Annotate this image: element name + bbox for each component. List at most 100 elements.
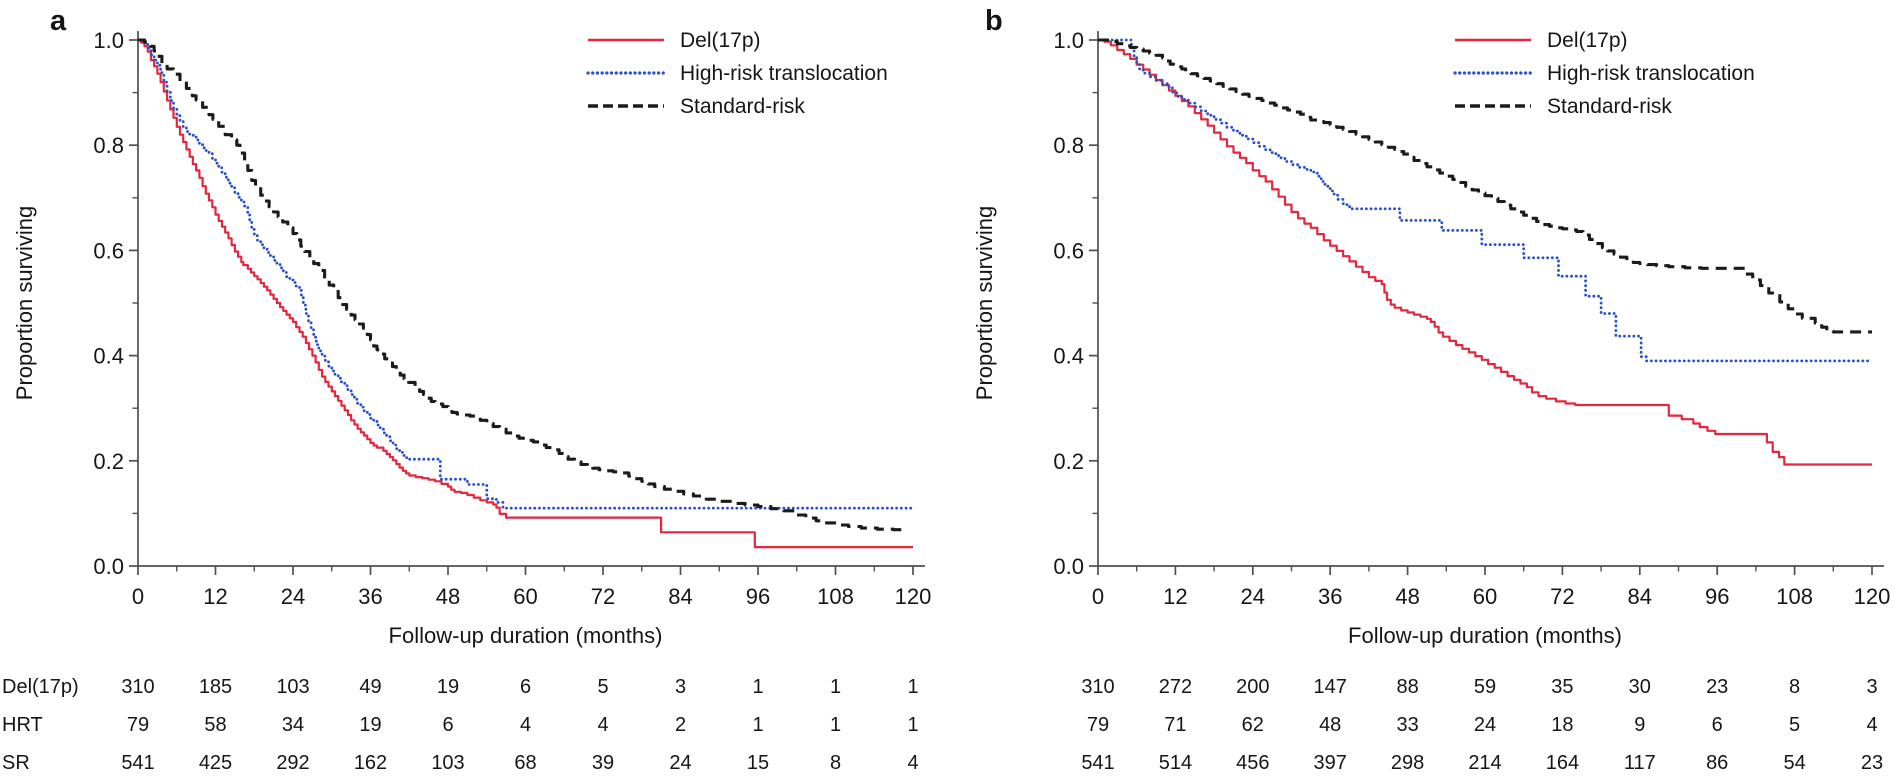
x-tick-label-a: 84 <box>668 584 692 609</box>
risk-count: 272 <box>1158 676 1193 698</box>
risk-count: 1 <box>907 676 919 698</box>
risk-count: 1 <box>907 714 919 736</box>
y-tick-label-b: 0.8 <box>1053 133 1084 158</box>
x-tick-label-b: 24 <box>1241 584 1265 609</box>
risk-count: 214 <box>1468 752 1502 774</box>
risk-count: 4 <box>907 752 919 774</box>
risk-count: 54 <box>1783 752 1806 774</box>
risk-count: 79 <box>126 714 150 736</box>
y-tick-label-b: 0.6 <box>1053 238 1084 263</box>
risk-count: 200 <box>1236 676 1270 698</box>
risk-count: 310 <box>1081 676 1115 698</box>
risk-count: 3 <box>674 676 687 698</box>
risk-count: 1 <box>752 714 764 736</box>
risk-count: 6 <box>442 714 454 736</box>
risk-count: 6 <box>1711 714 1723 736</box>
legend-label-a: Standard-risk <box>680 95 805 118</box>
axes-a <box>137 31 925 567</box>
risk-count: 425 <box>198 752 233 774</box>
risk-count: 39 <box>591 752 615 774</box>
x-tick-label-b: 36 <box>1318 584 1342 609</box>
risk-count: 2 <box>674 714 687 736</box>
x-tick-label-b: 120 <box>1854 584 1891 609</box>
risk-count: 185 <box>198 676 233 698</box>
risk-row-label: HRT <box>2 714 43 736</box>
risk-count: 456 <box>1236 752 1270 774</box>
risk-count: 48 <box>1319 714 1342 736</box>
axes-b <box>1097 31 1884 567</box>
curve-standard-risk-a <box>138 38 909 532</box>
risk-count: 397 <box>1313 752 1347 774</box>
curve-standard-risk-b <box>1098 38 1872 334</box>
y-tick-label-b: 0.2 <box>1053 449 1084 474</box>
risk-count: 58 <box>204 714 227 736</box>
y-axis-title-a: Proportion surviving <box>12 206 37 400</box>
risk-count: 15 <box>746 752 770 774</box>
risk-count: 147 <box>1313 676 1347 698</box>
risk-count: 514 <box>1158 752 1193 774</box>
x-tick-label-a: 108 <box>817 584 854 609</box>
risk-count: 298 <box>1390 752 1425 774</box>
risk-count: 1 <box>829 676 842 698</box>
risk-count: 79 <box>1086 714 1110 736</box>
risk-count: 8 <box>829 752 842 774</box>
risk-count: 541 <box>121 752 155 774</box>
risk-count: 71 <box>1164 714 1187 736</box>
panel-a: a 0 12 24 36 48 60 72 84 96 108 120 0.0 0.2 0.4 0.6 0.8 1… <box>12 5 931 648</box>
risk-count: 6 <box>519 676 532 698</box>
risk-count: 30 <box>1628 676 1651 698</box>
y-tick-label-a: 0.4 <box>93 344 124 369</box>
x-tick-label-b: 0 <box>1092 584 1104 609</box>
y-tick-label-a: 0.8 <box>93 133 124 158</box>
risk-count: 4 <box>597 714 609 736</box>
x-tick-label-b: 84 <box>1628 584 1652 609</box>
risk-count: 62 <box>1241 714 1264 736</box>
x-tick-label-b: 48 <box>1395 584 1419 609</box>
risk-count: 103 <box>431 752 465 774</box>
risk-count: 23 <box>1860 752 1884 774</box>
x-tick-label-b: 72 <box>1550 584 1574 609</box>
risk-count: 86 <box>1706 752 1729 774</box>
y-tick-label-a: 0.2 <box>93 449 124 474</box>
panel-b: b 0 12 24 36 48 60 72 84 96 108 120 0.0 0.2 0.4 0.6 0.8 1… <box>972 5 1890 648</box>
x-tick-label-a: 96 <box>746 584 770 609</box>
risk-count: 19 <box>436 676 460 698</box>
risk-count: 1 <box>829 714 842 736</box>
risk-count: 541 <box>1081 752 1115 774</box>
risk-count: 5 <box>597 676 609 698</box>
risk-row-label: Del(17p) <box>2 676 79 698</box>
risk-count: 18 <box>1551 714 1574 736</box>
risk-count: 117 <box>1623 752 1656 774</box>
y-tick-label-a: 0.0 <box>93 554 124 579</box>
curve-del-17p--b <box>1098 38 1872 466</box>
risk-count: 292 <box>276 752 310 774</box>
risk-count: 34 <box>281 714 305 736</box>
survival-curves-svg: a 0 12 24 36 48 60 72 84 96 108 120 0.0 0.2 0.4 0.6 0.8 1… <box>12 5 1890 648</box>
panel-letter-a: a <box>50 5 67 37</box>
risk-count: 162 <box>353 752 388 774</box>
curve-high-risk-translocation-b <box>1096 38 1874 363</box>
risk-count: 68 <box>514 752 537 774</box>
curve-del-17p--a <box>138 38 913 549</box>
legend-label-b: Standard-risk <box>1547 95 1672 118</box>
risk-count: 9 <box>1634 714 1646 736</box>
curve-high-risk-translocation-a <box>136 38 915 510</box>
risk-count: 5 <box>1789 714 1801 736</box>
risk-count: 24 <box>669 752 692 774</box>
risk-count: 4 <box>519 714 532 736</box>
y-tick-label-a: 1.0 <box>93 28 124 53</box>
x-axis-title-a: Follow-up duration (months) <box>389 623 663 648</box>
y-tick-label-b: 0.4 <box>1053 344 1084 369</box>
legend-label-b: High-risk translocation <box>1547 62 1755 85</box>
legend-label-a: High-risk translocation <box>680 62 888 85</box>
legend-label-a: Del(17p) <box>680 29 761 52</box>
risk-count: 35 <box>1551 676 1574 698</box>
x-tick-label-a: 72 <box>591 584 615 609</box>
panel-letter-b: b <box>985 5 1003 37</box>
risk-count: 24 <box>1473 714 1497 736</box>
risk-count: 1 <box>752 676 764 698</box>
x-tick-label-a: 12 <box>203 584 227 609</box>
risk-count: 164 <box>1545 752 1580 774</box>
x-tick-label-b: 60 <box>1473 584 1497 609</box>
